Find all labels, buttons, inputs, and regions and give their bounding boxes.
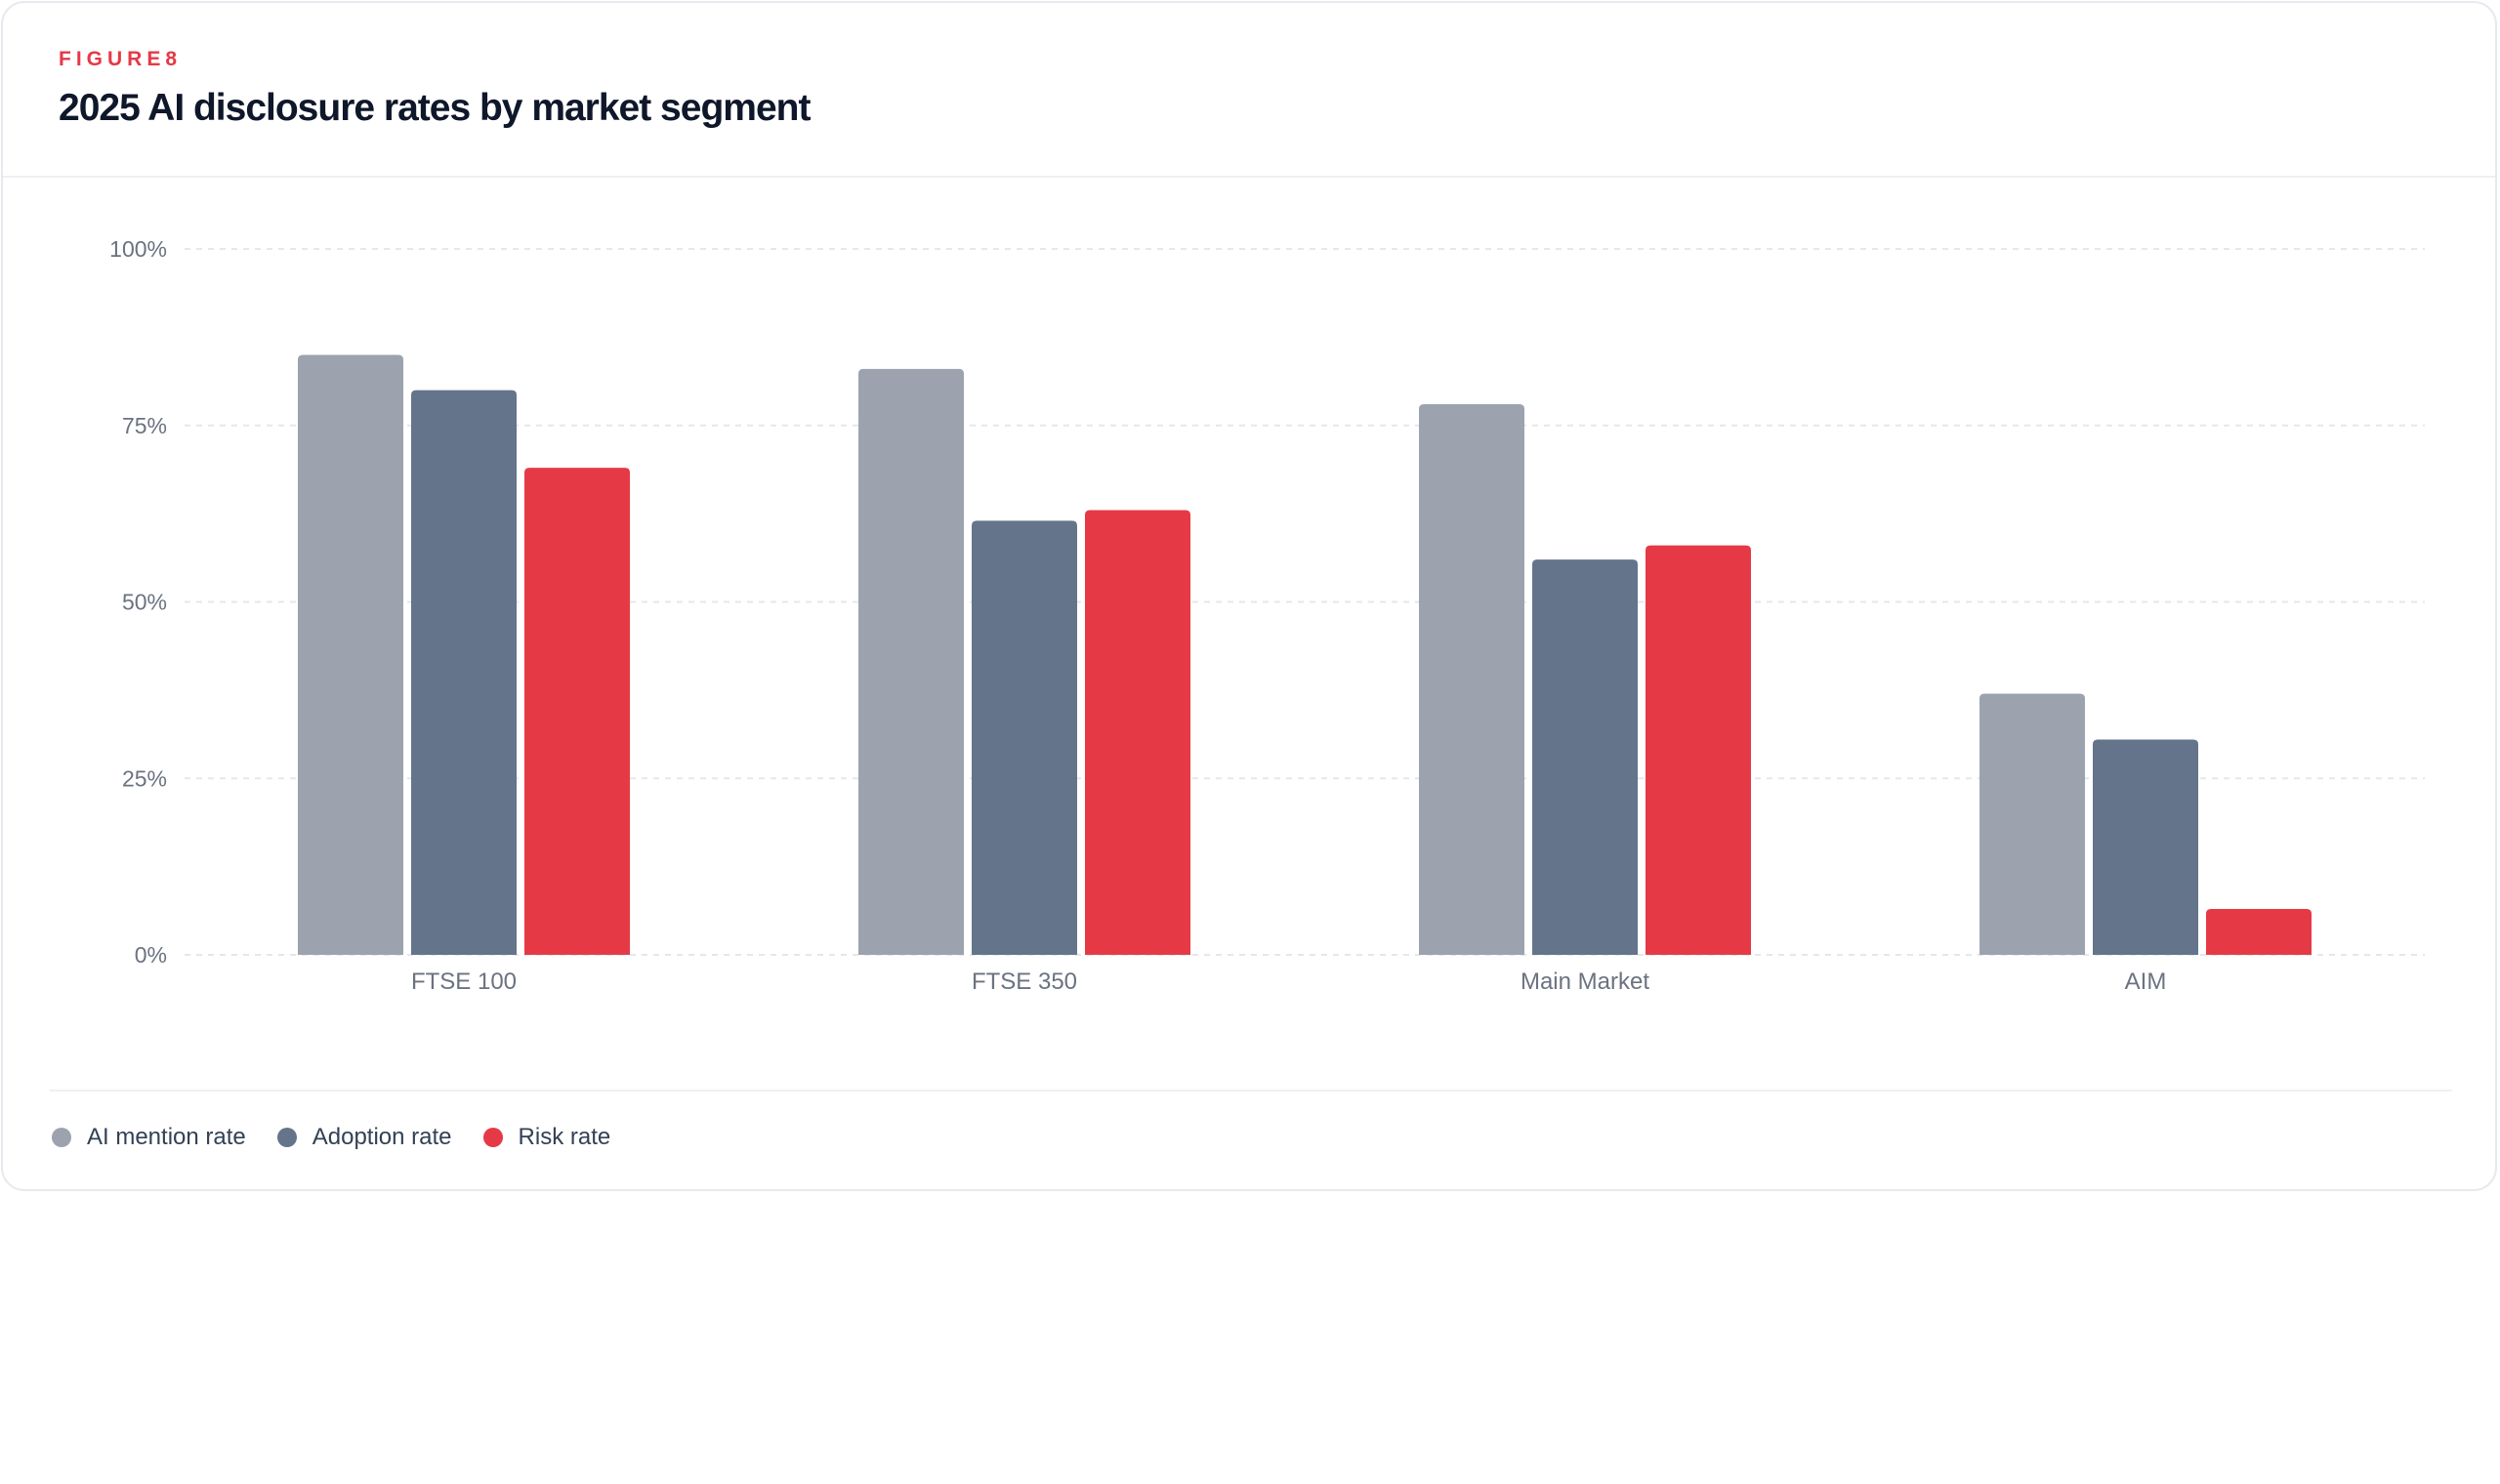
legend-item-risk[interactable]: Risk rate: [482, 1124, 611, 1151]
card-header: FIGURE8 2025 AI disclosure rates by mark…: [3, 3, 2495, 178]
chart-title: 2025 AI disclosure rates by market segme…: [59, 87, 811, 129]
chart-legend: AI mention rate Adoption rate Risk rate: [52, 1124, 610, 1151]
chart-card: FIGURE8 2025 AI disclosure rates by mark…: [1, 1, 2497, 1191]
x-tick-label: AIM: [2125, 969, 2167, 995]
x-tick-label: FTSE 350: [972, 969, 1077, 995]
bar-risk-rate-ftse-100: [524, 468, 630, 955]
legend-divider: [50, 1090, 2452, 1092]
bar-adoption-rate-ftse-100: [411, 390, 517, 956]
bar-chart: 0% 25% 50% 75% 100% FTSE 100 FTSE 350 Main Mark…: [109, 236, 2425, 995]
y-tick-label: 50%: [122, 590, 167, 615]
bar-ai-mention-rate-ftse-100: [298, 354, 403, 955]
bar-risk-rate-aim: [2206, 909, 2312, 955]
chart-area: 0% 25% 50% 75% 100% FTSE 100 FTSE 350 Main Mark…: [3, 3, 2495, 1189]
bar-ai-mention-rate-ftse-350: [858, 368, 964, 955]
x-tick-label: Main Market: [1521, 969, 1649, 995]
legend-swatch-risk: [482, 1128, 503, 1147]
y-tick-label: 25%: [122, 765, 167, 791]
legend-item-ai-mention[interactable]: AI mention rate: [52, 1124, 246, 1151]
figure-label: FIGURE8: [59, 48, 183, 70]
legend-item-adoption[interactable]: Adoption rate: [276, 1124, 452, 1151]
legend-swatch-ai-mention: [52, 1128, 71, 1147]
legend-swatch-adoption: [276, 1128, 297, 1147]
y-tick-label: 100%: [109, 236, 167, 262]
bar-adoption-rate-aim: [2093, 739, 2198, 955]
bar-adoption-rate-main-market: [1532, 559, 1638, 955]
y-tick-label: 0%: [135, 942, 167, 968]
legend-label-adoption: Adoption rate: [312, 1124, 452, 1150]
x-tick-label: FTSE 100: [411, 969, 517, 995]
bar-risk-rate-ftse-350: [1085, 510, 1190, 955]
bar-ai-mention-rate-aim: [1979, 693, 2085, 955]
legend-label-risk: Risk rate: [518, 1124, 611, 1150]
y-tick-label: 75%: [122, 413, 167, 438]
bar-adoption-rate-ftse-350: [972, 520, 1077, 955]
bar-risk-rate-main-market: [1646, 545, 1751, 955]
legend-label-ai-mention: AI mention rate: [87, 1124, 246, 1150]
bar-ai-mention-rate-main-market: [1419, 404, 1524, 955]
